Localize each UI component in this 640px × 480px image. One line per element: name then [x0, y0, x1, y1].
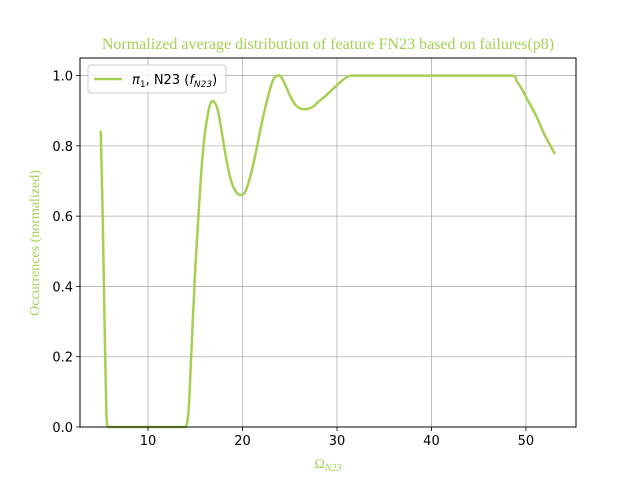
- x-axis-label-main: Ω: [314, 457, 324, 472]
- legend: π1, N23 (fN23): [87, 64, 227, 94]
- legend-pi: π: [132, 73, 140, 88]
- y-axis-label: Occurrences (normalized): [28, 170, 43, 316]
- y-tick-label: 0.6: [52, 210, 73, 225]
- x-tick-label: 20: [234, 434, 251, 449]
- y-tick-label: 1.0: [52, 70, 73, 85]
- legend-end: ): [212, 73, 217, 88]
- y-axis: 0.0 0.2 0.4 0.6 0.8 1.0: [52, 70, 80, 436]
- legend-pi-sub: 1: [140, 80, 146, 90]
- x-tick-label: 30: [329, 434, 346, 449]
- legend-entry: π1, N23 (fN23): [132, 73, 217, 90]
- x-axis-label: ΩN23: [314, 457, 341, 474]
- x-axis: 10 20 30 40 50: [140, 427, 534, 449]
- chart-title: Normalized average distribution of featu…: [102, 36, 554, 53]
- y-tick-label: 0.2: [52, 351, 73, 366]
- legend-box: [87, 64, 227, 94]
- x-tick-label: 10: [140, 434, 157, 449]
- legend-mid: , N23 (: [146, 73, 190, 88]
- y-tick-label: 0.0: [52, 421, 73, 436]
- x-tick-label: 40: [423, 434, 440, 449]
- legend-f-sub: N23: [194, 80, 212, 90]
- y-tick-label: 0.8: [52, 140, 73, 155]
- x-axis-label-subscript: N23: [324, 463, 342, 474]
- axes-frame: [79, 57, 577, 428]
- legend-f: f: [189, 73, 196, 88]
- y-tick-label: 0.4: [52, 280, 73, 295]
- x-tick-label: 50: [518, 434, 535, 449]
